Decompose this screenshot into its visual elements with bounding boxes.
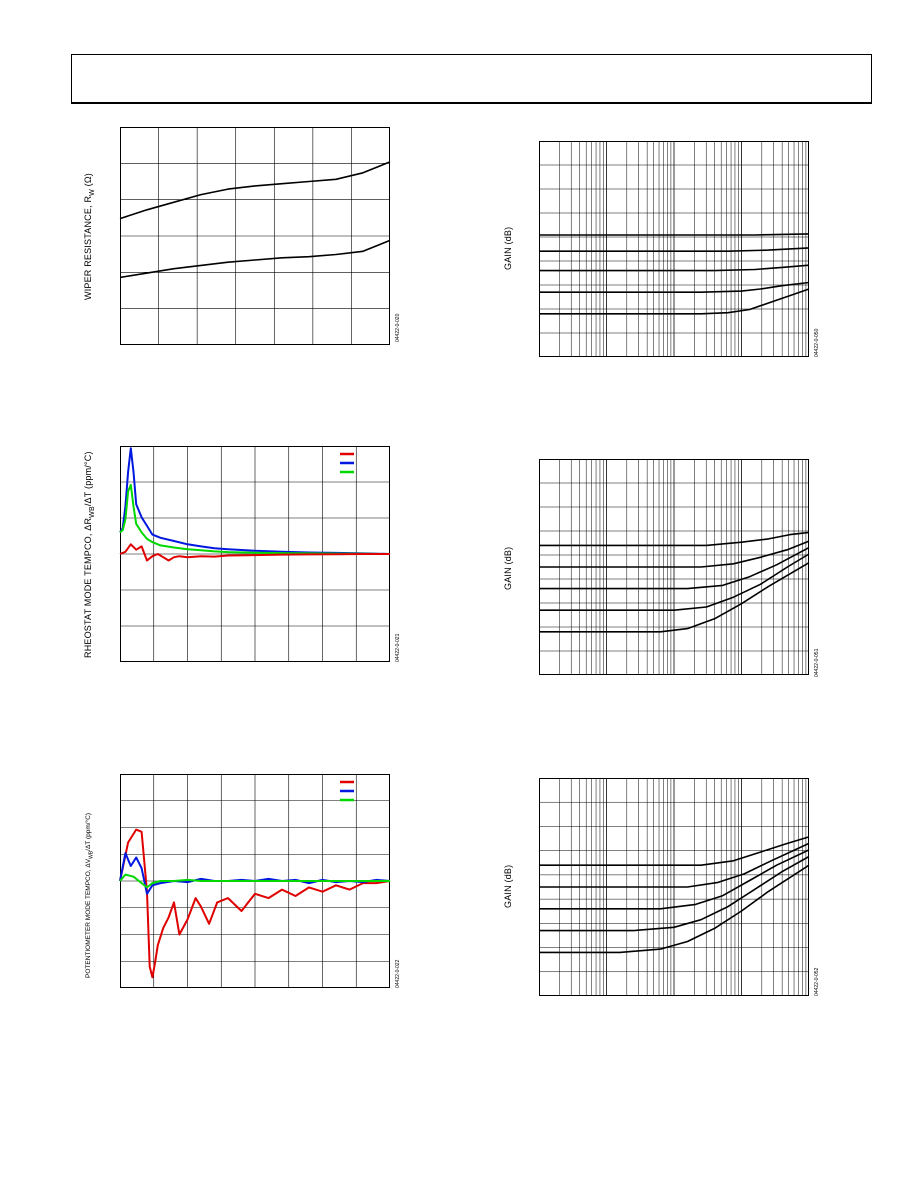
figure-id-gain-2: 04422-0-051 <box>814 648 820 677</box>
ylabel-wiper-resistance: WIPER RESISTANCE, RW (Ω) <box>83 173 96 300</box>
chart-gain-1 <box>539 141 810 357</box>
plot-potentiometer-tempco <box>119 774 391 988</box>
series-line-4 <box>539 531 810 547</box>
series-line-0 <box>539 562 810 633</box>
page-header-box <box>71 54 872 104</box>
ylabel-gain-3: GAIN (dB) <box>503 864 513 908</box>
series-line-1 <box>539 281 810 293</box>
chart-rheostat-tempco <box>119 446 391 662</box>
plot-wiper-resistance <box>119 127 391 345</box>
series-line-0 <box>539 864 810 954</box>
ylabel-sub: W <box>88 189 96 196</box>
ylabel-text: POTENTIOMETER MODE TEMPCO, ΔV <box>85 858 92 978</box>
series-line-1 <box>119 483 391 555</box>
ylabel-suffix: /ΔT (ppm/°C) <box>85 812 92 851</box>
figure-id-gain-1: 04422-0-050 <box>814 328 820 357</box>
series-line-0 <box>119 828 391 979</box>
ylabel-text: WIPER RESISTANCE, R <box>83 195 93 300</box>
plot-rheostat-tempco <box>119 446 391 662</box>
series-line-1 <box>539 553 810 611</box>
plot-gain-1 <box>539 141 810 357</box>
ylabel-potentiometer-tempco: POTENTIOMETER MODE TEMPCO, ΔVWB/ΔT (ppm/… <box>85 813 94 978</box>
series-line-4 <box>539 233 810 236</box>
series-line-0 <box>539 288 810 315</box>
series-line-1 <box>539 855 810 932</box>
series-line-3 <box>539 247 810 252</box>
figure-id-wiper: 04422-0-020 <box>395 313 401 342</box>
figure-id-rheostat: 04422-0-021 <box>395 633 401 662</box>
series-line-3 <box>539 540 810 568</box>
ylabel-suffix: /ΔT (ppm/°C) <box>83 451 93 507</box>
series-line-1 <box>119 239 391 279</box>
series-line-0 <box>119 161 391 220</box>
ylabel-suffix: (Ω) <box>83 173 93 190</box>
chart-potentiometer-tempco <box>119 774 391 988</box>
series-line-3 <box>539 842 810 888</box>
series-line-0 <box>119 447 391 555</box>
ylabel-rheostat-tempco: RHEOSTAT MODE TEMPCO, ΔRWB/ΔT (ppm/°C) <box>83 451 96 658</box>
ylabel-gain-2: GAIN (dB) <box>503 546 513 590</box>
ylabel-text: RHEOSTAT MODE TEMPCO, ΔR <box>83 517 93 658</box>
figure-id-gain-3: 04422-0-052 <box>814 967 820 996</box>
series-line-2 <box>539 264 810 272</box>
chart-wiper-resistance <box>119 127 391 345</box>
plot-gain-3 <box>539 778 810 996</box>
plot-gain-2 <box>539 459 810 675</box>
ylabel-gain-1: GAIN (dB) <box>503 226 513 270</box>
series-line-2 <box>119 873 390 889</box>
ylabel-sub: WB <box>88 850 95 859</box>
chart-gain-2 <box>539 459 810 675</box>
series-line-4 <box>539 836 810 866</box>
series-line-2 <box>539 849 810 910</box>
ylabel-sub: WB <box>88 506 96 518</box>
figure-id-pot: 04422-0-022 <box>395 959 401 988</box>
series-line-2 <box>539 546 810 590</box>
chart-gain-3 <box>539 778 810 996</box>
series-line-2 <box>119 543 390 562</box>
